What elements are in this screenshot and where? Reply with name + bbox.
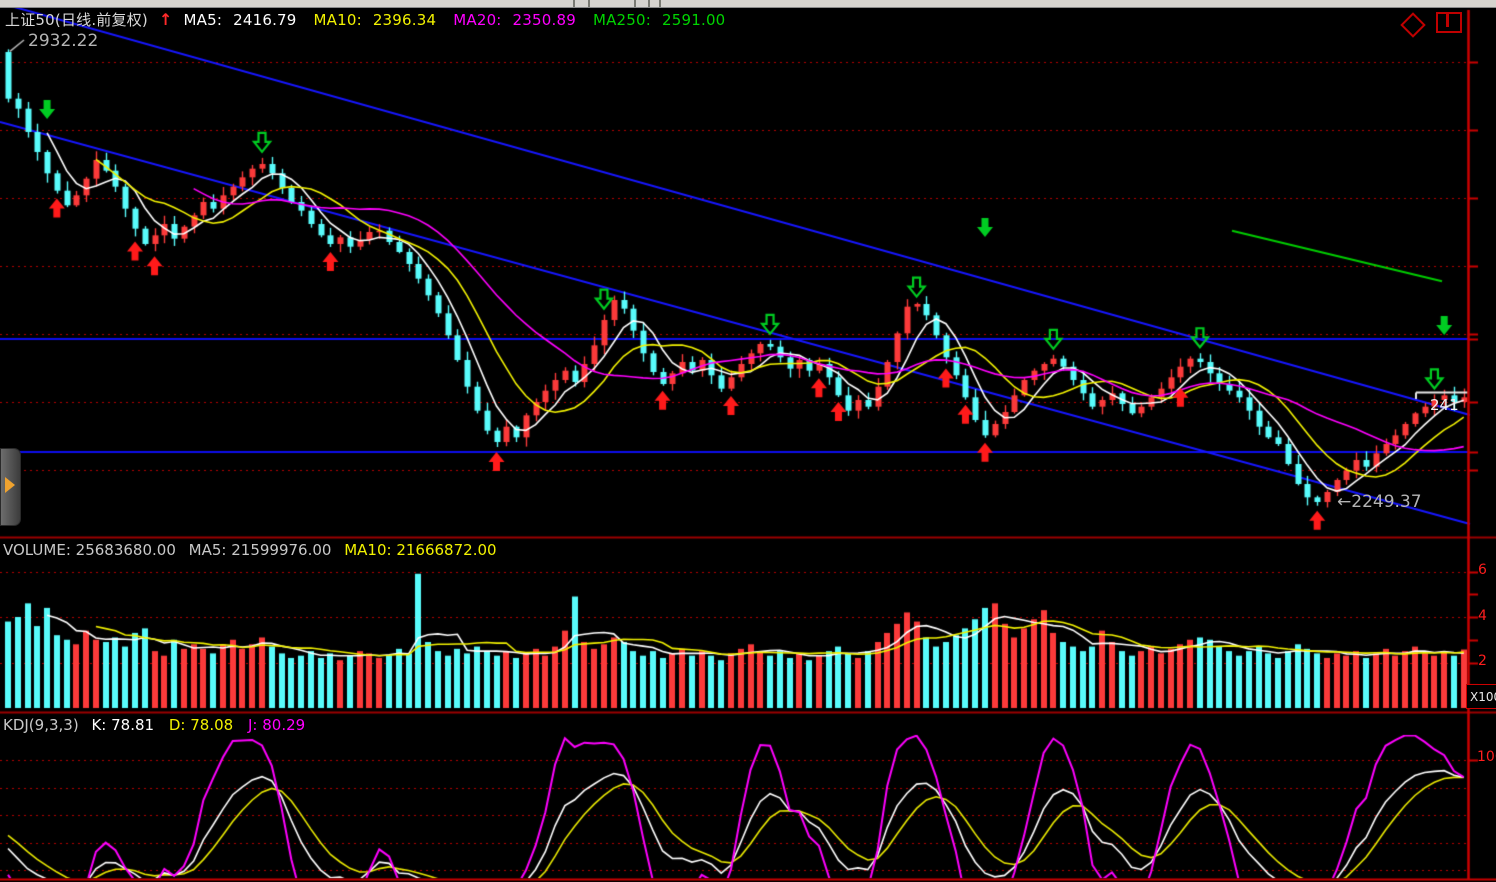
split-window-icon[interactable] <box>1436 12 1462 33</box>
ma5-label: MA5: <box>183 11 223 29</box>
volume-axis-label-2: 2 <box>1478 653 1487 669</box>
volume-label: VOLUME: <box>3 541 71 559</box>
j-value: 80.29 <box>262 716 306 734</box>
ma10-label: MA10: <box>313 11 362 29</box>
ma10-value: 2396.34 <box>372 11 437 29</box>
chart-corner-buttons <box>1400 12 1462 38</box>
vol-ma5-label: MA5: <box>188 541 227 559</box>
instrument-title: 上证50(日线.前复权) <box>5 11 148 29</box>
kdj-header: KDJ(9,3,3) K: 78.81 D: 78.08 J: 80.29 <box>3 716 305 734</box>
volume-axis-label-4: 4 <box>1478 608 1487 624</box>
k-label: K: <box>91 716 107 734</box>
d-label: D: <box>168 716 186 734</box>
low-price-label: ←2249.37 <box>1337 492 1422 512</box>
vol-ma5-value: 21599976.00 <box>231 541 332 559</box>
toolbar-separator <box>588 0 590 7</box>
signal-up-arrow-icon: ↑ <box>158 10 173 29</box>
ma250-label: MA250: <box>592 11 652 29</box>
vol-ma10-label: MA10: <box>344 541 392 559</box>
volume-axis-label-6: 6 <box>1478 562 1487 578</box>
k-value: 78.81 <box>111 716 155 734</box>
toolbar-separator <box>634 0 636 7</box>
toolbar-separator <box>659 0 661 7</box>
ma250-value: 2591.00 <box>662 11 726 29</box>
volume-value: 25683680.00 <box>75 541 176 559</box>
j-label: J: <box>248 716 258 734</box>
toolbar-separator <box>573 0 575 7</box>
kdj-name: KDJ(9,3,3) <box>3 716 79 734</box>
last-price-tag: 241 <box>1430 396 1459 414</box>
kdj-axis-label-100: 100 <box>1477 749 1496 765</box>
top-toolbar-strip <box>0 0 1496 8</box>
high-price-label: 2932.22 <box>28 31 99 51</box>
ma5-value: 2416.79 <box>233 11 297 29</box>
volume-unit-box: X10000 <box>1466 684 1496 709</box>
expand-right-arrow-icon <box>5 477 15 493</box>
sidebar-expand-tab[interactable] <box>0 448 21 526</box>
main-chart-header: 上证50(日线.前复权) ↑ MA5: 2416.79 MA10: 2396.3… <box>5 9 737 30</box>
volume-header: VOLUME: 25683680.00 MA5: 21599976.00 MA1… <box>3 541 497 559</box>
ma20-value: 2350.89 <box>512 11 576 29</box>
ma20-label: MA20: <box>453 11 502 29</box>
left-arrow-icon: ← <box>1337 492 1352 512</box>
diamond-marker-icon[interactable] <box>1400 12 1426 38</box>
d-value: 78.08 <box>190 716 234 734</box>
vol-ma10-value: 21666872.00 <box>396 541 497 559</box>
toolbar-separator <box>648 0 650 7</box>
